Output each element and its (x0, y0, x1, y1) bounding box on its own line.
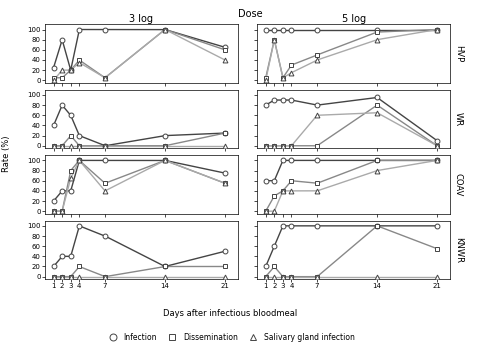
Title: 3 log: 3 log (130, 14, 154, 24)
Text: COAV: COAV (454, 173, 463, 196)
Legend: Infection, Dissemination, Salivary gland infection: Infection, Dissemination, Salivary gland… (102, 330, 358, 345)
Text: HVP: HVP (454, 45, 463, 62)
Title: 5 log: 5 log (342, 14, 365, 24)
Text: Rate (%): Rate (%) (2, 135, 12, 172)
Text: Days after infectious bloodmeal: Days after infectious bloodmeal (163, 309, 297, 318)
Text: Dose: Dose (238, 9, 262, 19)
Text: WR: WR (454, 112, 463, 126)
Text: KNWR: KNWR (454, 237, 463, 263)
